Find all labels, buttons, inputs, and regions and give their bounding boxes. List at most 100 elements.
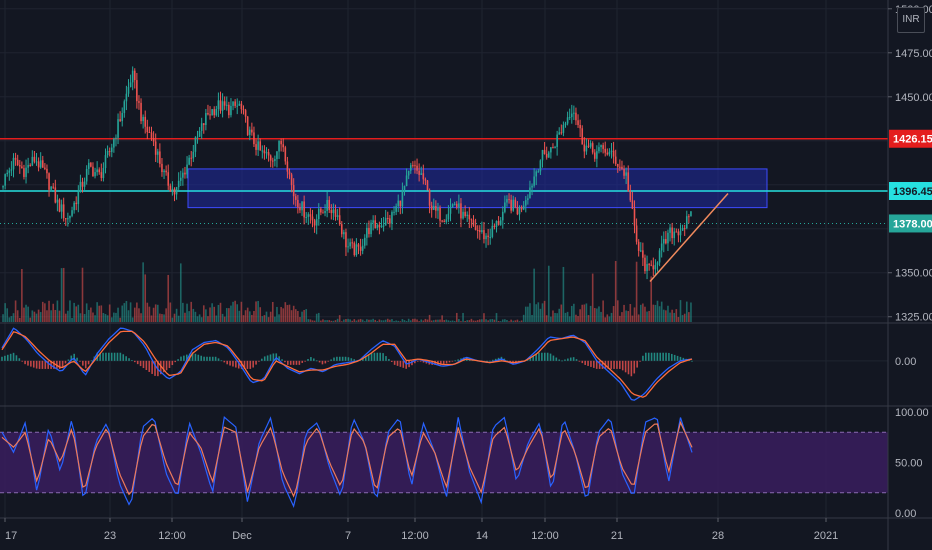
macd-histogram-bar — [269, 354, 272, 361]
volume-bar — [263, 315, 266, 322]
candle-body — [94, 172, 96, 177]
candle-body — [165, 170, 167, 173]
candle-body — [368, 227, 370, 235]
candle-body — [667, 232, 669, 244]
volume-bar — [284, 302, 287, 322]
macd-histogram-bar — [237, 360, 240, 369]
candle-body — [683, 228, 686, 230]
macd-histogram-bar — [581, 360, 584, 364]
macd-histogram-bar — [145, 360, 148, 371]
candle-body — [531, 185, 533, 188]
candle-body — [424, 179, 427, 181]
volume-bar — [529, 303, 531, 322]
volume-bar — [343, 319, 345, 322]
volume-bar — [301, 311, 303, 322]
candle-body — [646, 264, 648, 272]
macd-histogram-bar — [364, 356, 367, 361]
macd-histogram-bar — [552, 355, 555, 361]
macd-histogram-bar — [607, 360, 610, 369]
candle-body — [18, 165, 21, 167]
candle-body — [225, 104, 228, 106]
macd-histogram-bar — [379, 352, 382, 361]
candle-body — [587, 145, 590, 147]
candle-body — [69, 215, 71, 219]
macd-histogram-bar — [87, 360, 90, 365]
volume-bar — [539, 308, 542, 322]
volume-bar — [320, 320, 322, 322]
macd-histogram-bar — [128, 358, 130, 361]
trendline[interactable] — [649, 193, 729, 283]
macd-histogram-bar — [362, 358, 364, 361]
time-axis[interactable]: 17 23 12:00 Dec 7 12:00 14 12:00 21 28 2021 — [4, 518, 838, 542]
volume-bar — [587, 315, 590, 322]
volume-bar — [460, 321, 462, 322]
volume-bar — [635, 261, 638, 322]
volume-bar — [347, 318, 349, 322]
volume-bar — [660, 301, 663, 322]
candle-body — [10, 169, 13, 171]
macd-histogram-bar — [561, 360, 563, 362]
volume-bar — [650, 276, 653, 322]
candle-body — [144, 116, 147, 127]
macd-histogram-bar — [53, 360, 55, 369]
volume-bar — [46, 310, 48, 322]
volume-bar — [393, 321, 395, 322]
macd-histogram-bar — [154, 360, 156, 376]
macd-histogram-bar — [292, 360, 295, 365]
volume-bar — [631, 315, 634, 322]
candle-body — [409, 165, 412, 171]
macd-histogram-bar — [102, 352, 104, 361]
volume-bar — [564, 312, 567, 322]
volume-bar — [386, 318, 389, 322]
macd-histogram-bar — [217, 358, 220, 361]
time-axis-label: 23 — [104, 530, 116, 542]
volume-bar — [662, 309, 665, 322]
volume-bar — [591, 273, 594, 322]
pane-dividers[interactable] — [0, 322, 932, 519]
macd-histogram-bar — [653, 352, 656, 361]
volume-bar — [297, 310, 299, 322]
macd-histogram-bar — [4, 355, 6, 361]
candle-body — [179, 177, 182, 181]
candle-body — [539, 160, 542, 172]
volume-bar — [259, 307, 262, 322]
candle-body — [307, 214, 310, 217]
macd-histogram-bar — [73, 353, 75, 361]
volume-bar — [322, 319, 324, 322]
macd-histogram-bar — [76, 357, 78, 361]
macd-histogram-bar — [373, 352, 376, 361]
volume-bar — [232, 301, 234, 322]
volume-bar — [87, 309, 90, 322]
candle-body — [600, 145, 602, 148]
volume-bar — [217, 304, 220, 322]
candle-body — [215, 109, 218, 116]
volume-bar — [501, 319, 504, 322]
candle-body — [276, 151, 278, 160]
volume-bar — [441, 315, 443, 322]
volume-bar — [202, 305, 205, 322]
currency-badge[interactable]: INR — [897, 7, 925, 33]
volume-bar — [550, 316, 552, 322]
candle-body — [627, 172, 630, 192]
macd-histogram-bar — [159, 360, 162, 375]
volume-bar — [148, 306, 151, 322]
price-axis-label: 1450.00 — [895, 92, 932, 104]
price-axis[interactable]: 1500.001475.001450.001350.001325.000.001… — [887, 0, 932, 550]
macd-histogram-bar — [659, 352, 662, 361]
candle-body — [338, 215, 341, 225]
macd-histogram-bar — [44, 360, 47, 369]
volume-bar — [6, 308, 9, 322]
volume-bar — [290, 310, 293, 322]
candle-body — [512, 199, 515, 211]
volume-bar — [133, 307, 136, 322]
volume-bar — [184, 312, 186, 322]
volume-bar — [242, 315, 245, 322]
time-axis-label: 7 — [345, 530, 351, 542]
candle-body — [458, 203, 460, 208]
candle-body — [248, 129, 251, 135]
candle-body — [435, 205, 437, 211]
volume-bar — [556, 313, 558, 322]
candle-body — [573, 112, 575, 114]
volume-bar — [127, 310, 130, 322]
